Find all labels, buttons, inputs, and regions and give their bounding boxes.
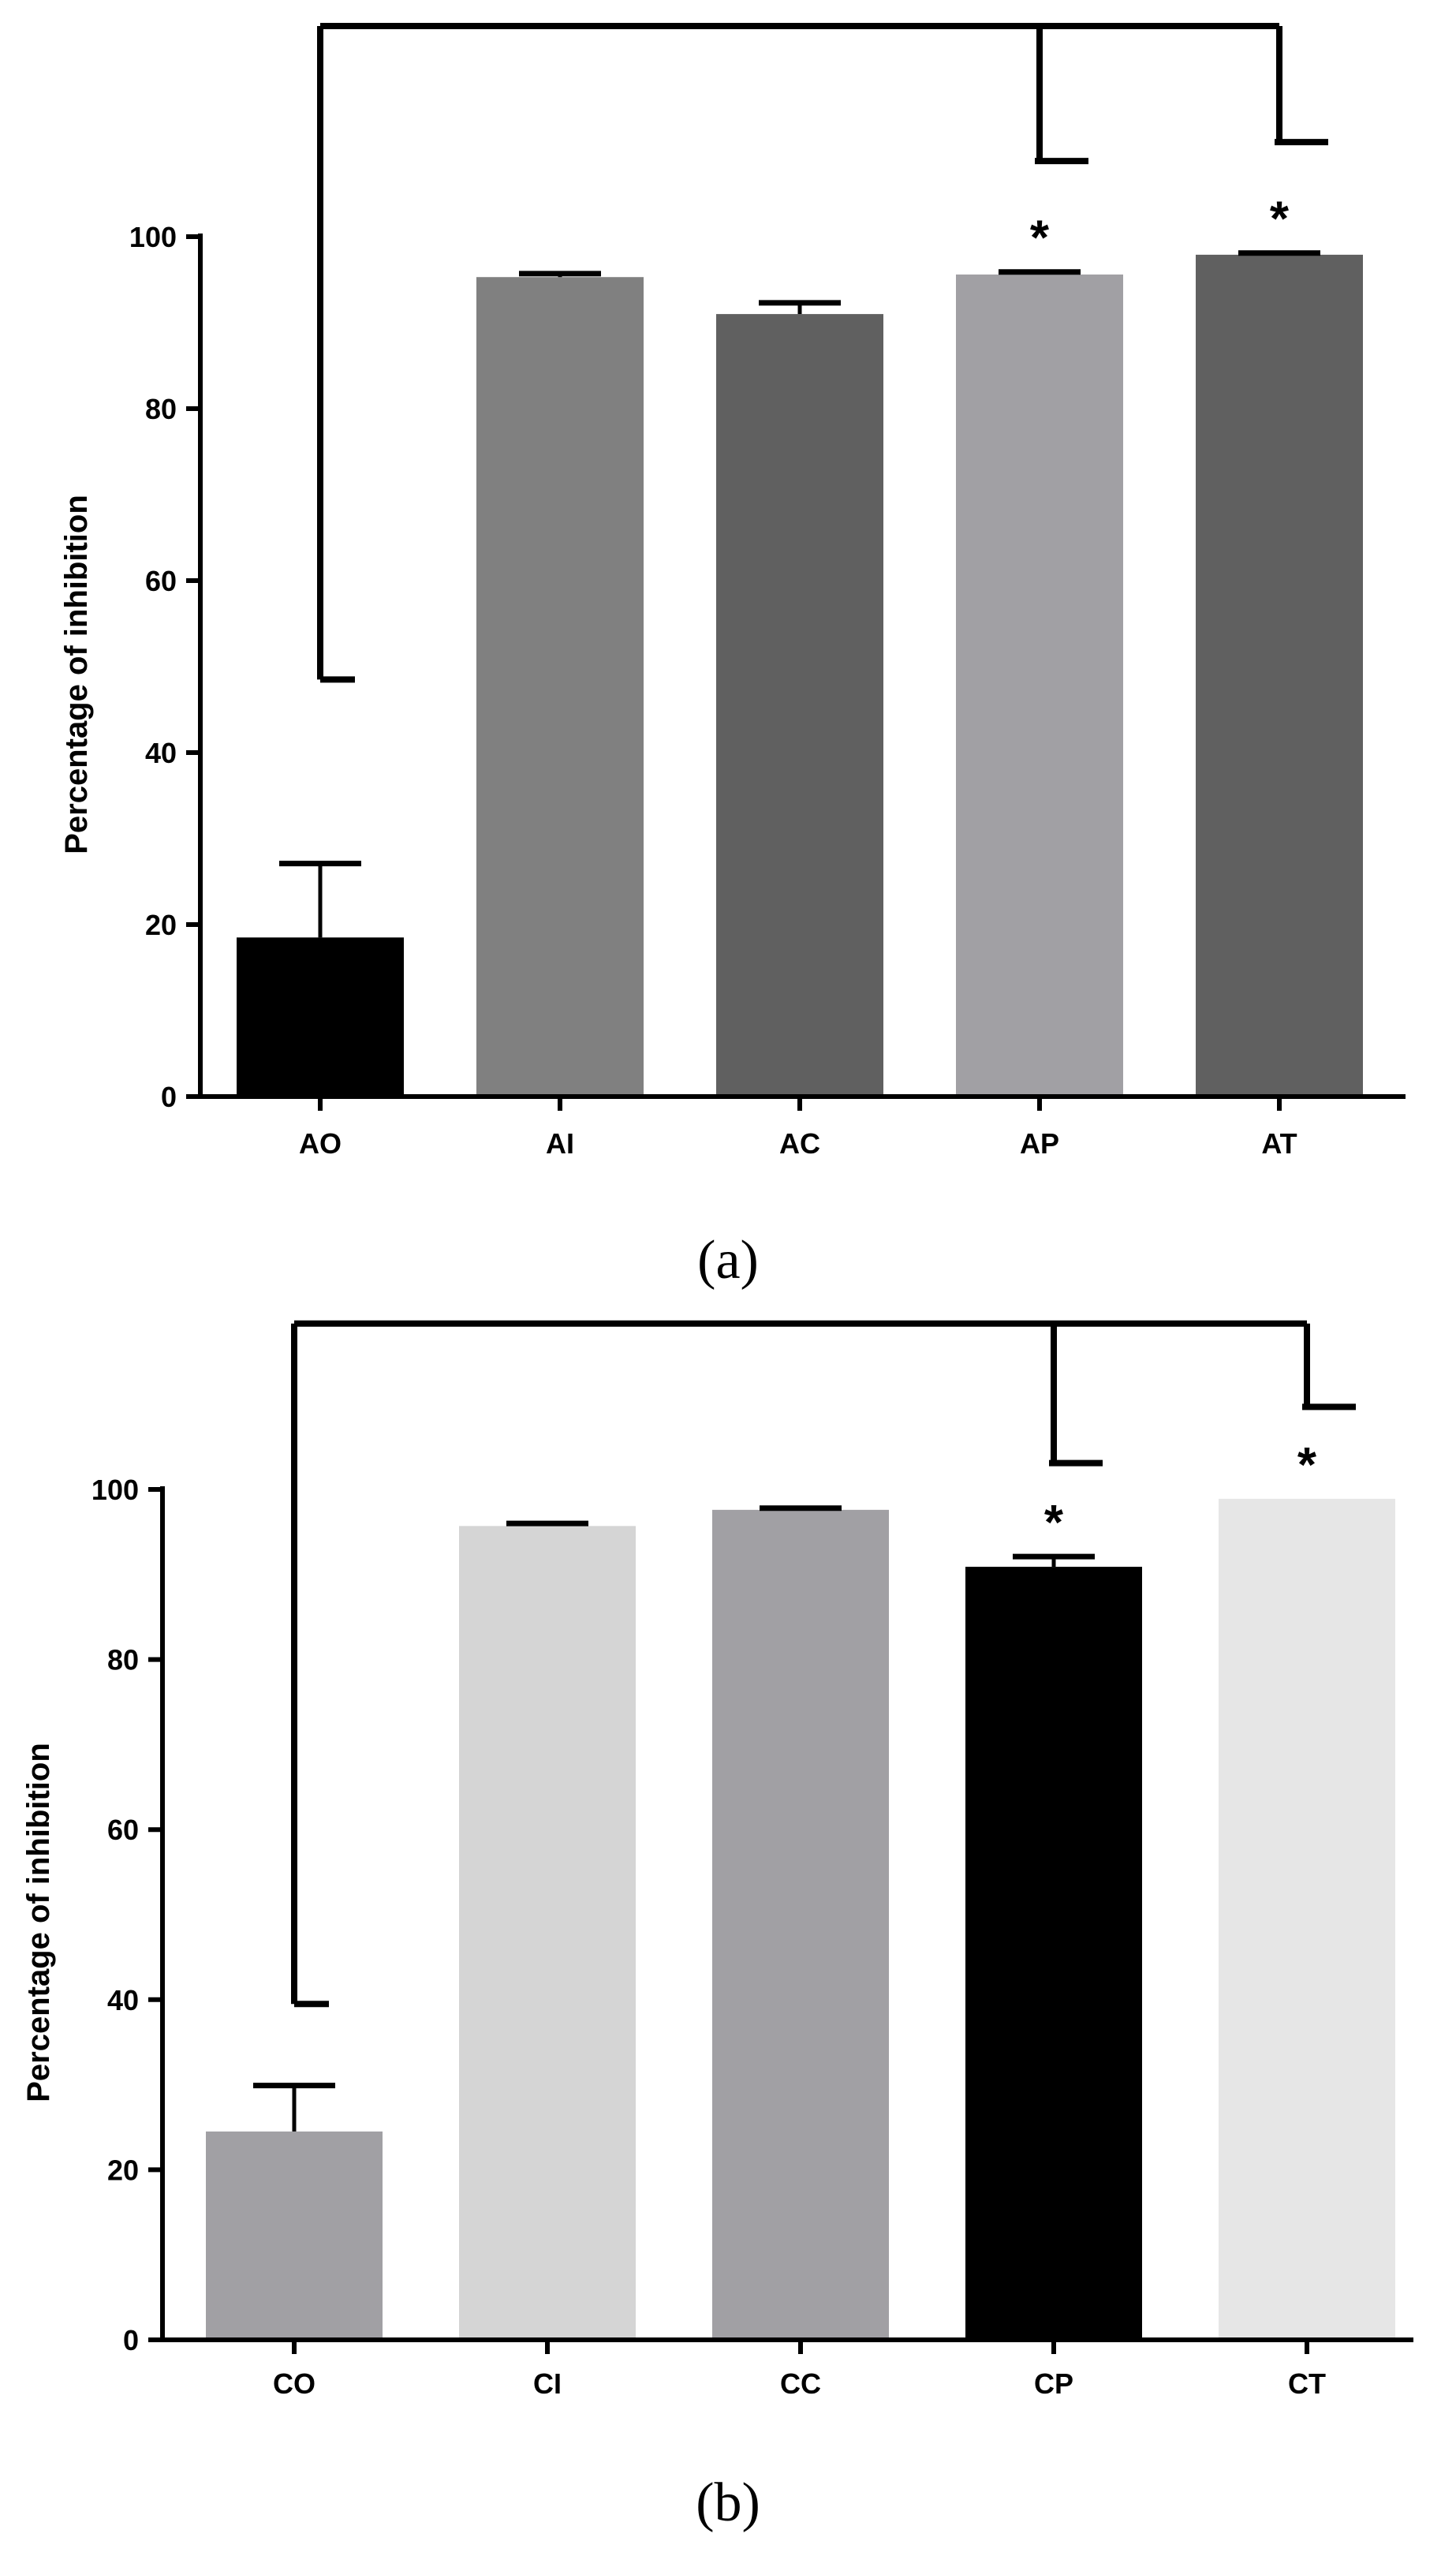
y-tick-label: 60 — [145, 565, 177, 597]
chart-panel-a: 0 20 40 60 80 100 AO AI AC AP AT Percentage of inhi… — [59, 22, 1406, 1291]
error-bar-ac — [759, 300, 841, 315]
significance-marker-ap: * — [1030, 211, 1050, 266]
x-tick-label-cc: CC — [780, 2367, 821, 2400]
x-tick-label-ao: AO — [299, 1127, 342, 1160]
bar-cp — [965, 1567, 1142, 2340]
significance-bracket — [291, 1320, 1356, 2008]
x-tick-label-at: AT — [1261, 1127, 1297, 1160]
y-tick-label: 80 — [145, 393, 177, 425]
bar-co — [206, 2131, 383, 2340]
error-bar-cp — [1013, 1553, 1095, 1568]
x-tick-label-co: CO — [273, 2367, 315, 2400]
x-tick-label-ci: CI — [533, 2367, 562, 2400]
y-tick-label: 40 — [145, 737, 177, 769]
x-tick-label-ai: AI — [546, 1127, 574, 1160]
y-tick-label: 60 — [107, 1814, 139, 1846]
bar-ao — [237, 937, 404, 1097]
error-bar-ao — [279, 861, 361, 938]
error-bar-at — [1238, 250, 1320, 256]
panel-caption: (a) — [697, 1230, 759, 1291]
bar-ct — [1219, 1498, 1395, 2340]
y-tick-label: 0 — [123, 2324, 139, 2356]
error-bar-ap — [999, 269, 1081, 275]
y-tick-label: 0 — [161, 1081, 177, 1113]
bar-ai — [476, 277, 644, 1097]
chart-panel-b: 0 20 40 60 80 100 CO CI CC CP CT Percentage of inhi… — [21, 1320, 1413, 2533]
significance-bracket — [317, 22, 1328, 683]
x-tick-label-cp: CP — [1034, 2367, 1073, 2400]
y-tick-label: 40 — [107, 1984, 139, 2016]
y-axis-label: Percentage of inhibition — [21, 1743, 56, 2102]
y-tick-label: 80 — [107, 1644, 139, 1676]
significance-marker-cp: * — [1044, 1496, 1064, 1550]
error-bar-cc — [760, 1505, 842, 1512]
y-axis-label: Percentage of inhibition — [59, 495, 94, 854]
bar-ci — [459, 1526, 636, 2340]
bar-cc — [712, 1509, 889, 2340]
significance-marker-ct: * — [1297, 1438, 1317, 1493]
error-bar-co — [253, 2083, 335, 2132]
bar-at — [1196, 254, 1363, 1097]
error-bar-ai — [519, 271, 601, 278]
error-bar-ci — [506, 1520, 588, 1526]
panel-caption: (b) — [696, 2472, 760, 2533]
y-tick-label: 100 — [129, 221, 177, 253]
y-tick-label: 20 — [107, 2154, 139, 2186]
y-tick-label: 20 — [145, 909, 177, 941]
x-tick-label-ap: AP — [1020, 1127, 1059, 1160]
y-tick-label: 100 — [91, 1474, 139, 1506]
significance-marker-at: * — [1270, 192, 1290, 247]
bar-ap — [956, 274, 1123, 1097]
x-tick-label-ct: CT — [1288, 2367, 1326, 2400]
x-tick-label-ac: AC — [779, 1127, 820, 1160]
bar-ac — [716, 314, 883, 1097]
